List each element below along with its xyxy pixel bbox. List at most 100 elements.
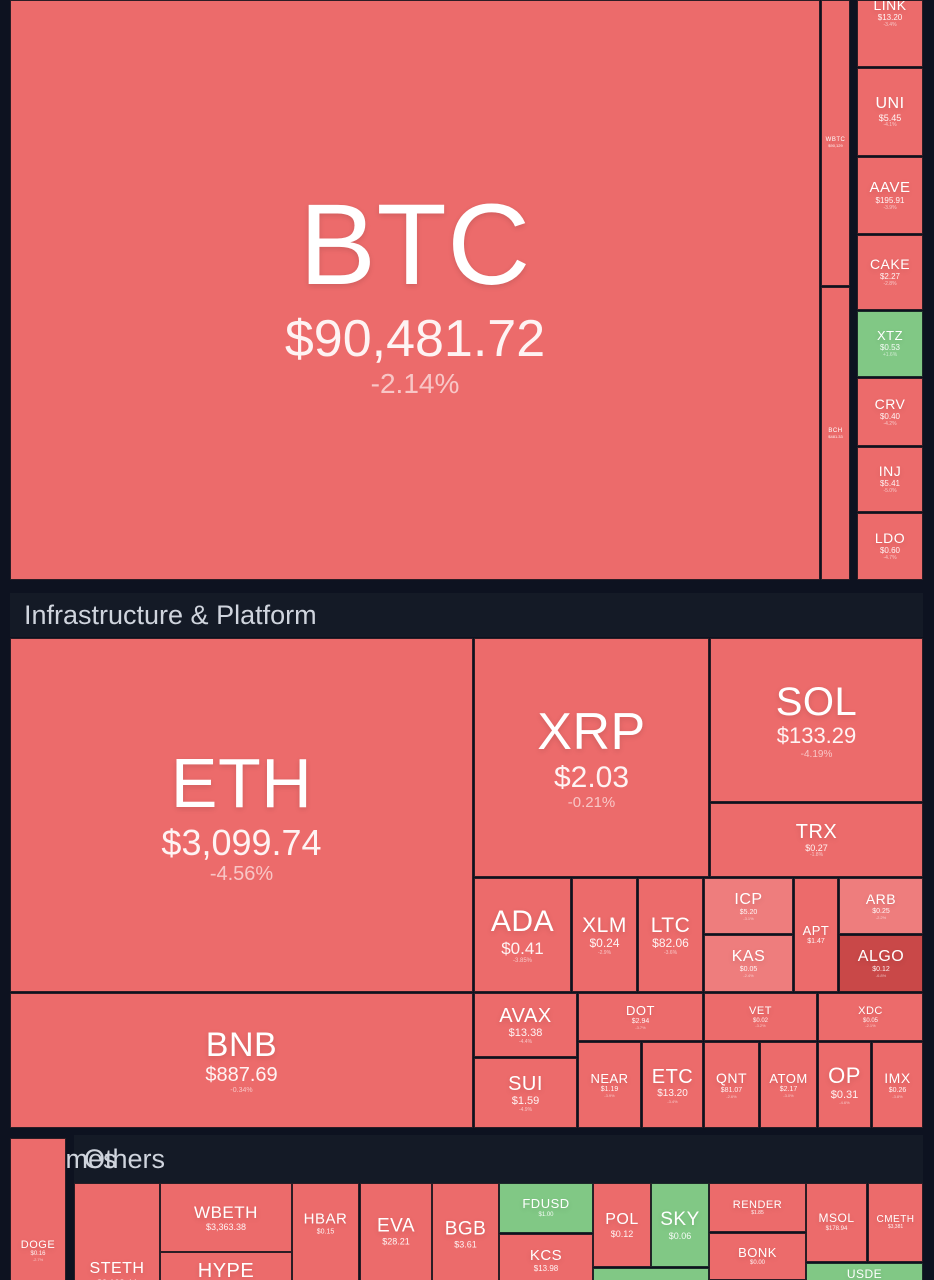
tile-price: $2.17 [779, 1086, 798, 1094]
tile-xdc[interactable]: XDC $0.05 -2.1% [818, 993, 923, 1041]
tile-fdusd[interactable]: FDUSD $1.00 [499, 1183, 593, 1233]
tile-chg: -4.2% [883, 420, 897, 427]
tile-pol[interactable]: POL $0.12 [593, 1183, 651, 1267]
tile-eva[interactable]: EVA $28.21 [360, 1183, 432, 1280]
tile-sym: UNI [875, 95, 905, 113]
tile-atom[interactable]: ATOM $2.17 -3.0% [760, 1042, 817, 1128]
tile-chg: -3.1% [743, 915, 754, 921]
tile-sym: BCH [828, 427, 843, 434]
tile-sui[interactable]: SUI $1.59 -4.9% [474, 1058, 577, 1128]
tile-bnb[interactable]: BNB $887.69 -0.34% [10, 993, 473, 1128]
tile-price: $0.24 [589, 936, 620, 951]
tile-cmeth[interactable]: CMETH $3,381 [868, 1183, 923, 1262]
tile-icp[interactable]: ICP $5.20 -3.1% [704, 878, 793, 934]
tile-imx[interactable]: IMX $0.26 -3.8% [872, 1042, 923, 1128]
tile-sym: KAS [731, 948, 766, 966]
tile-wbtc[interactable]: WBTC $90,129 [821, 0, 850, 286]
tile-price: $887.69 [205, 1064, 278, 1087]
tile-sym: XLM [582, 913, 627, 937]
tile-price: $3,099.74 [161, 821, 322, 863]
tile-sym: IMX [884, 1070, 911, 1087]
tile-sym: WBTC [825, 137, 846, 144]
tile-price: $0.00 [749, 1260, 765, 1267]
tile-sym: SKY [660, 1209, 700, 1231]
tile-chg: -4.19% [800, 749, 833, 761]
tile-trx[interactable]: TRX $0.27 -1.8% [710, 803, 923, 877]
tile-wbeth[interactable]: WBETH $3,363.38 [160, 1183, 292, 1252]
tile-sol[interactable]: SOL $133.29 -4.19% [710, 638, 923, 802]
tile-aave[interactable]: AAVE $195.91 -3.9% [857, 157, 923, 234]
tile-sym: ATOM [769, 1070, 808, 1086]
tile-sym: ALGO [857, 948, 905, 966]
tile-sym: SOL [775, 679, 858, 724]
tile-op[interactable]: OP $0.31 -4.6% [818, 1042, 871, 1128]
tile-xlm[interactable]: XLM $0.24 -2.9% [572, 878, 637, 992]
tile-sym: ICP [734, 890, 763, 908]
tile-chg: -4.4% [518, 1038, 533, 1045]
tile-eth[interactable]: ETH $3,099.74 -4.56% [10, 638, 473, 992]
tile-kas[interactable]: KAS $0.05 -2.4% [704, 935, 793, 992]
tile-price: $0.26 [888, 1086, 907, 1094]
tile-usde[interactable]: USDE$1.00 [806, 1263, 923, 1280]
tile-unlabeled[interactable] [593, 1268, 709, 1280]
tile-chg: -2.14% [370, 367, 460, 399]
tile-sym: CMETH [876, 1214, 915, 1226]
tile-btc[interactable]: BTC $90,481.72 -2.14% [10, 0, 820, 580]
tile-kcs[interactable]: KCS $13.98 [499, 1234, 593, 1280]
tile-apt[interactable]: APT $1.47 [794, 878, 838, 992]
tile-ldo[interactable]: LDO $0.60 -4.7% [857, 513, 923, 580]
tile-price: $13.98 [533, 1263, 559, 1273]
tile-sky[interactable]: SKY $0.06 [651, 1183, 709, 1267]
tile-qnt[interactable]: QNT $81.07 -2.6% [704, 1042, 759, 1128]
tile-algo[interactable]: ALGO $0.12 -6.8% [839, 935, 923, 992]
tile-price: $13.20 [877, 12, 903, 22]
tile-ada[interactable]: ADA $0.41 -3.85% [474, 878, 571, 992]
tile-inj[interactable]: INJ $5.41 -5.0% [857, 447, 923, 512]
tile-price: $0.15 [316, 1228, 335, 1236]
tile-sym: FDUSD [522, 1196, 570, 1212]
tile-chg: -2.8% [883, 281, 897, 288]
tile-chg: -3.4% [667, 1098, 678, 1104]
tile-chg: -2.7% [32, 1256, 44, 1262]
tile-sym: AVAX [499, 1004, 552, 1027]
tile-vet[interactable]: VET $0.02 -3.2% [704, 993, 817, 1041]
tile-arb[interactable]: ARB $0.25 -2.2% [839, 878, 923, 934]
tile-price: $0.40 [879, 411, 901, 421]
tile-link[interactable]: LINK $13.20 -3.4% [857, 0, 923, 67]
infrastructure-header-band [10, 593, 923, 637]
tile-sym: POL [605, 1211, 639, 1228]
tile-bonk[interactable]: BONK $0.00 [709, 1233, 806, 1280]
tile-hbar[interactable]: HBAR $0.15 [292, 1183, 359, 1280]
tile-xrp[interactable]: XRP $2.03 -0.21% [474, 638, 709, 877]
tile-chg: -6.8% [875, 973, 887, 979]
tile-etc[interactable]: ETC $13.20 -3.4% [642, 1042, 703, 1128]
section-header-others: Others [84, 1144, 166, 1174]
tile-dot[interactable]: DOT $2.94 -3.7% [578, 993, 703, 1041]
tile-xtz[interactable]: XTZ $0.53 +1.6% [857, 311, 923, 377]
tile-uni[interactable]: UNI $5.45 -4.1% [857, 68, 923, 156]
tile-chg: -4.9% [518, 1106, 533, 1113]
tile-render[interactable]: RENDER $1.85 [709, 1183, 806, 1232]
tile-chg: -0.34% [230, 1086, 253, 1094]
tile-near[interactable]: NEAR $1.19 -3.9% [578, 1042, 641, 1128]
tile-chg: -2.4% [743, 973, 754, 979]
tile-msol[interactable]: MSOL $178.94 [806, 1183, 867, 1262]
tile-ltc[interactable]: LTC $82.06 -3.6% [638, 878, 703, 992]
tile-sym: LDO [874, 530, 906, 547]
tile-bgb[interactable]: BGB $3.61 [432, 1183, 499, 1280]
tile-price: $5.45 [878, 113, 902, 124]
tile-price: $481.33 [828, 433, 843, 439]
tile-crv[interactable]: CRV $0.40 -4.2% [857, 378, 923, 446]
tile-avax[interactable]: AVAX $13.38 -4.4% [474, 993, 577, 1057]
tile-chg: -4.7% [883, 555, 897, 562]
tile-bch[interactable]: BCH $481.33 [821, 287, 850, 580]
tile-price: $133.29 [776, 723, 857, 749]
tile-price: $1.19 [600, 1086, 619, 1094]
tile-hype[interactable]: HYPE$36.95 [160, 1252, 292, 1280]
tile-price: $0.27 [805, 843, 828, 854]
tile-cake[interactable]: CAKE $2.27 -2.8% [857, 235, 923, 310]
tile-doge[interactable]: DOGE $0.16 -2.7% [10, 1138, 66, 1280]
tile-steth[interactable]: STETH$3,128.44 [74, 1183, 160, 1280]
tile-price: $195.91 [875, 195, 905, 205]
